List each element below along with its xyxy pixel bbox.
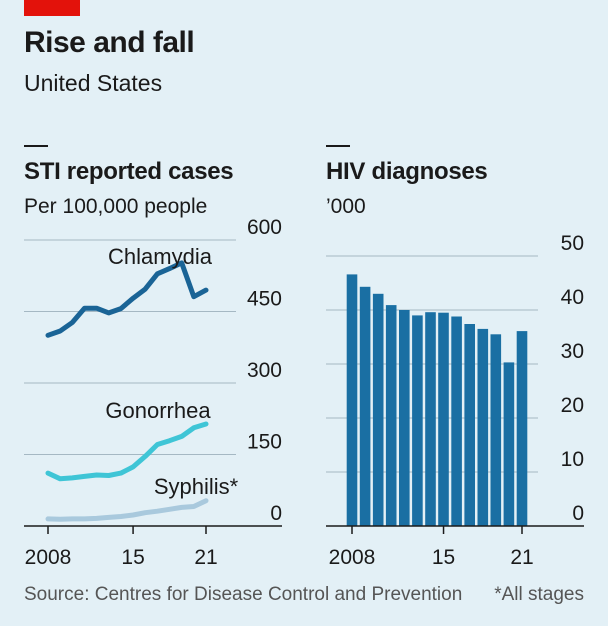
hiv-bar [359,286,371,526]
sti-x-tick-label: 15 [121,546,144,569]
sti-y-tick-label: 150 [247,431,282,454]
hiv-bar [516,331,528,526]
sti-y-tick-label: 0 [270,502,282,525]
sti-x-tick-label: 2008 [25,546,72,569]
sti-panel-title: STI reported cases [24,158,234,185]
chlamydia-line [45,260,209,338]
sti-y-tick-label: 450 [247,288,282,311]
hiv-bar [451,316,462,526]
sti-y-tick-label: 600 [247,216,282,239]
sti-x-tick-label: 21 [194,546,217,569]
hiv-x-tick-label: 15 [432,546,455,569]
hiv-bar [438,312,449,526]
hiv-panel-rule [326,145,350,147]
hiv-bar [399,310,410,526]
hiv-y-tick-label: 30 [561,340,584,363]
hiv-bar [490,334,502,526]
chlamydia-label: Chlamydia [108,244,213,269]
hiv-y-tick-label: 0 [572,502,584,525]
hiv-bar [477,328,489,526]
gonorrhea-line [45,421,209,482]
hiv-bar [464,324,475,526]
hiv-y-tick-label: 50 [561,232,584,255]
hiv-panel-subtitle: ’000 [326,195,366,218]
hiv-panel-title: HIV diagnoses [326,158,488,185]
gonorrhea-label: Gonorrhea [105,398,211,423]
hiv-bar [372,293,384,526]
source-note: Source: Centres for Disease Control and … [24,584,463,605]
hiv-y-tick-label: 20 [561,394,584,417]
sti-panel-rule [24,145,48,147]
hiv-bar [503,362,515,526]
hiv-x-tick-label: 21 [510,546,533,569]
syphilis-line [45,498,209,522]
brand-red-tag [24,0,80,16]
sti-y-tick-label: 300 [247,359,282,382]
hiv-bar [385,305,397,526]
page-title: Rise and fall [24,26,195,59]
hiv-bar [412,315,423,526]
hiv-bar [346,274,358,526]
hiv-bar [425,312,436,526]
hiv-y-tick-label: 10 [561,448,584,471]
sti-panel-subtitle: Per 100,000 people [24,195,208,218]
hiv-y-tick-label: 40 [561,286,584,309]
footnote: *All stages [494,584,584,605]
page-subtitle: United States [24,70,163,96]
syphilis-label: Syphilis* [154,474,239,499]
hiv-x-tick-label: 2008 [329,546,376,569]
